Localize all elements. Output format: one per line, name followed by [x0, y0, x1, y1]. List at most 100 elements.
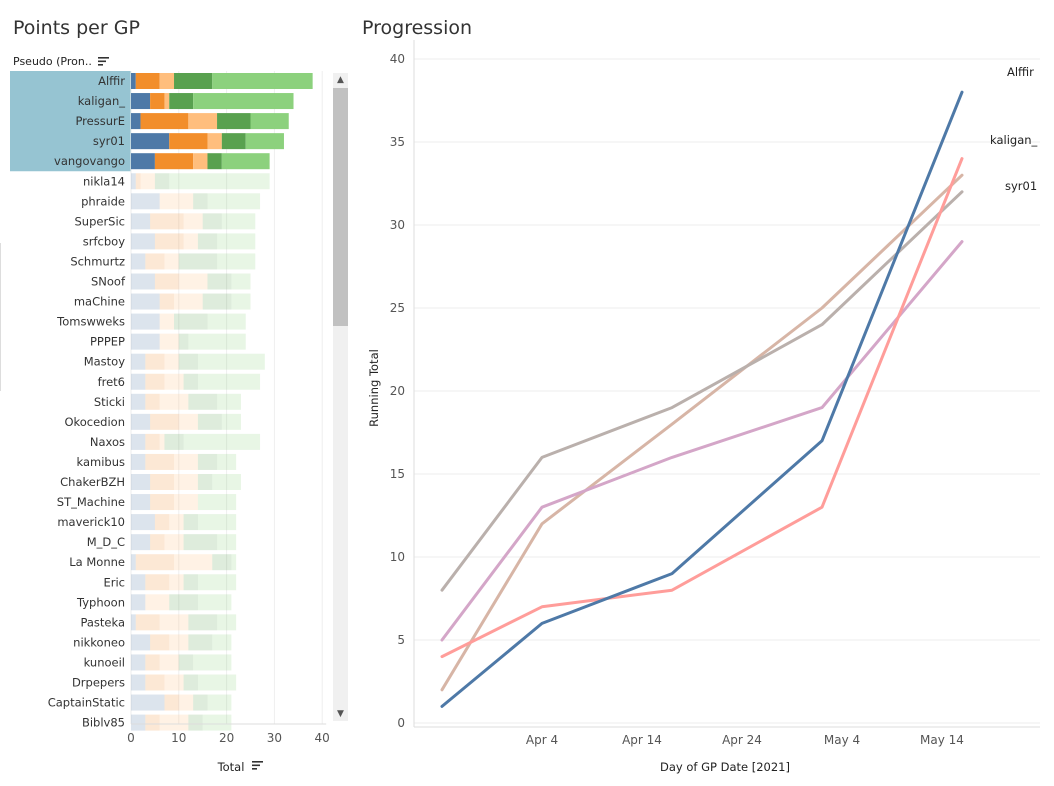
bar-segment[interactable]	[131, 554, 136, 571]
bar-segment[interactable]	[202, 293, 232, 310]
bar-segment[interactable]	[131, 373, 146, 390]
bar-segment[interactable]	[202, 213, 222, 230]
bar-segment[interactable]	[164, 674, 184, 691]
bar-segment[interactable]	[169, 634, 189, 651]
bar-segment[interactable]	[197, 514, 237, 531]
bar-segment[interactable]	[140, 113, 189, 130]
bar-segment[interactable]	[217, 393, 241, 410]
bar-category-label[interactable]: kaligan_	[78, 94, 126, 108]
bar-segment[interactable]	[217, 113, 251, 130]
bar-segment[interactable]	[188, 113, 218, 130]
bar-segment[interactable]	[183, 213, 203, 230]
bar-segment[interactable]	[183, 373, 198, 390]
bar-segment[interactable]	[217, 233, 256, 250]
bar-segment[interactable]	[245, 133, 284, 150]
bar-segment[interactable]	[150, 413, 179, 430]
bar-segment[interactable]	[131, 453, 146, 470]
bar-segment[interactable]	[131, 173, 136, 190]
bar-segment[interactable]	[131, 153, 155, 170]
bar-category-label[interactable]: Schmurtz	[70, 254, 125, 268]
bar-segment[interactable]	[193, 654, 232, 671]
bar-segment[interactable]	[231, 554, 237, 571]
bar-segment[interactable]	[178, 253, 218, 270]
bar-segment[interactable]	[131, 514, 155, 531]
bar-category-label[interactable]: ChakerBZH	[60, 475, 125, 489]
bar-segment[interactable]	[150, 634, 170, 651]
bar-category-label[interactable]: kamibus	[77, 455, 125, 469]
bar-category-label[interactable]: maverick10	[57, 515, 125, 529]
bar-segment[interactable]	[145, 373, 165, 390]
bar-segment[interactable]	[135, 73, 160, 89]
bar-category-label[interactable]: nikkoneo	[73, 635, 125, 649]
bar-segment[interactable]	[183, 574, 198, 591]
bar-segment[interactable]	[169, 514, 184, 531]
bar-segment[interactable]	[231, 293, 251, 310]
bar-segment[interactable]	[174, 293, 203, 310]
bar-category-label[interactable]: Mastoy	[84, 355, 126, 369]
bar-segment[interactable]	[188, 714, 203, 731]
bar-segment[interactable]	[221, 213, 256, 230]
bar-segment[interactable]	[131, 213, 151, 230]
scroll-down-icon[interactable]: ▼	[333, 707, 348, 721]
sort-icon[interactable]	[98, 56, 110, 69]
bar-segment[interactable]	[174, 554, 213, 571]
bar-category-label[interactable]: Drpepers	[72, 676, 125, 690]
bar-segment[interactable]	[131, 113, 141, 130]
bar-segment[interactable]	[145, 654, 160, 671]
bar-segment[interactable]	[164, 373, 184, 390]
bar-category-label[interactable]: PressurE	[75, 114, 125, 128]
bar-segment[interactable]	[207, 133, 222, 150]
bar-segment[interactable]	[178, 654, 194, 671]
bar-segment[interactable]	[217, 453, 237, 470]
bar-segment[interactable]	[131, 694, 165, 711]
bar-segment[interactable]	[159, 393, 189, 410]
bar-segment[interactable]	[145, 714, 160, 731]
bar-segment[interactable]	[164, 353, 179, 370]
bar-segment[interactable]	[217, 253, 256, 270]
bar-segment[interactable]	[183, 674, 198, 691]
bar-segment[interactable]	[212, 474, 241, 490]
bar-segment[interactable]	[174, 494, 198, 511]
series-line[interactable]	[440, 190, 964, 592]
bar-segment[interactable]	[164, 433, 184, 450]
bar-segment[interactable]	[154, 514, 170, 531]
bar-segment[interactable]	[131, 333, 160, 350]
bar-segment[interactable]	[131, 433, 146, 450]
bar-category-label[interactable]: Alffir	[98, 74, 125, 88]
bar-segment[interactable]	[150, 494, 175, 511]
bar-category-label[interactable]: Eric	[103, 575, 125, 589]
bar-segment[interactable]	[193, 694, 208, 711]
bar-segment[interactable]	[174, 73, 213, 89]
bar-segment[interactable]	[183, 514, 198, 531]
bar-segment[interactable]	[131, 133, 170, 150]
bar-segment[interactable]	[197, 494, 237, 511]
bar-segment[interactable]	[159, 313, 175, 330]
bar-category-label[interactable]: SNoof	[91, 275, 126, 289]
bar-segment[interactable]	[154, 273, 179, 290]
bar-segment[interactable]	[145, 594, 170, 611]
bar-segment[interactable]	[131, 233, 155, 250]
bar-segment[interactable]	[131, 313, 160, 330]
bar-segment[interactable]	[131, 253, 146, 270]
bar-category-label[interactable]: SuperSic	[74, 214, 125, 228]
bar-segment[interactable]	[221, 413, 241, 430]
bar-segment[interactable]	[231, 273, 251, 290]
bar-segment[interactable]	[178, 353, 198, 370]
bar-segment[interactable]	[188, 393, 218, 410]
bar-segment[interactable]	[217, 534, 237, 551]
bar-category-label[interactable]: srfcboy	[83, 234, 125, 248]
bar-segment[interactable]	[159, 333, 179, 350]
bar-category-label[interactable]: fret6	[98, 375, 125, 389]
bar-segment[interactable]	[212, 554, 232, 571]
bar-segment[interactable]	[207, 153, 222, 170]
bar-segment[interactable]	[197, 373, 261, 390]
bar-segment[interactable]	[145, 433, 160, 450]
bar-segment[interactable]	[212, 73, 313, 89]
bar-segment[interactable]	[131, 293, 160, 310]
bar-segment[interactable]	[169, 93, 194, 110]
bar-segment[interactable]	[178, 333, 189, 350]
bar-segment[interactable]	[174, 474, 198, 490]
bar-segment[interactable]	[145, 253, 165, 270]
bar-segment[interactable]	[207, 313, 246, 330]
bar-segment[interactable]	[145, 353, 165, 370]
